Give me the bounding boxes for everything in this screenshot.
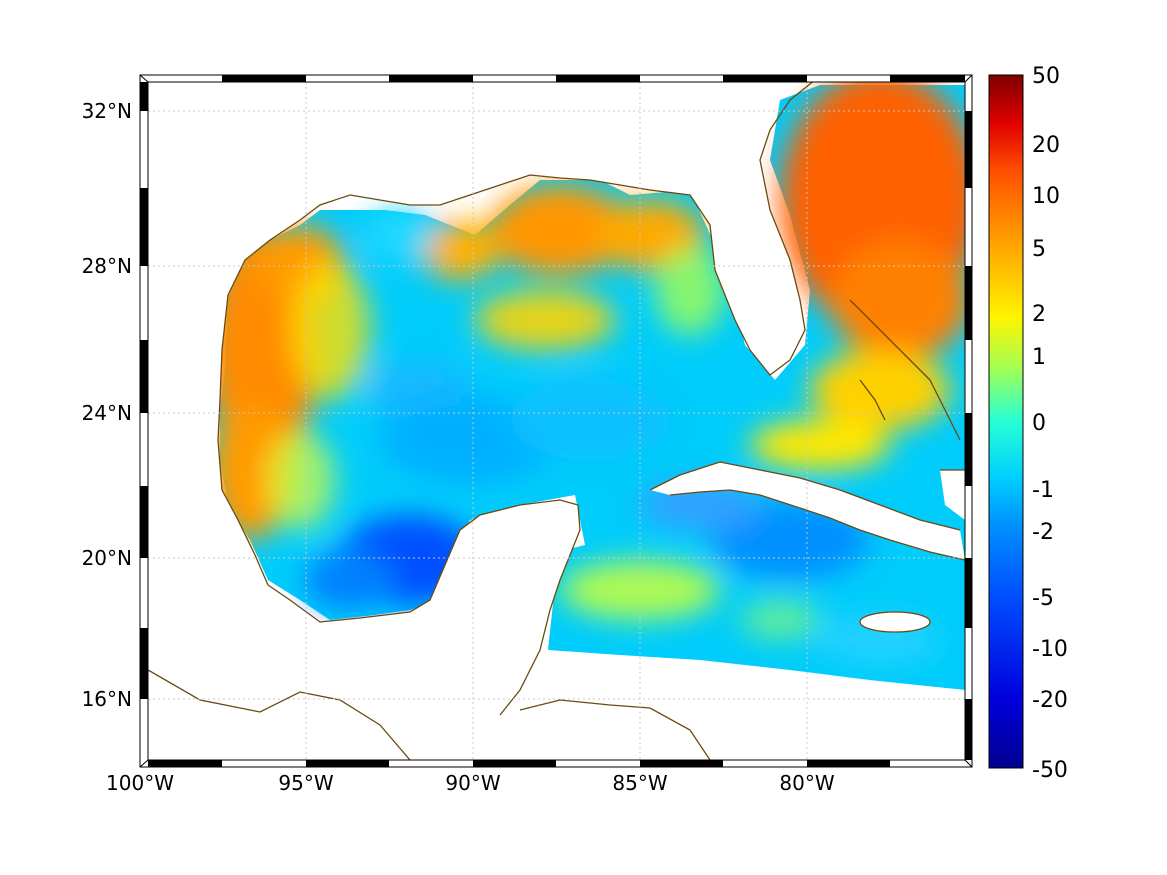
y-tick-20n: 20°N bbox=[82, 546, 132, 570]
cb-tick-20: 20 bbox=[1032, 133, 1060, 158]
cb-tick-neg10: -10 bbox=[1032, 637, 1068, 662]
cb-tick-2: 2 bbox=[1032, 302, 1046, 327]
y-tick-28n: 28°N bbox=[82, 254, 132, 278]
cb-tick-50: 50 bbox=[1032, 64, 1060, 89]
x-tick-85w: 85°W bbox=[612, 771, 667, 795]
x-tick-95w: 95°W bbox=[278, 771, 333, 795]
x-tick-labels: 100°W 95°W 90°W 85°W 80°W bbox=[106, 771, 835, 795]
cb-tick-neg2: -2 bbox=[1032, 520, 1054, 545]
y-tick-labels: 32°N 28°N 24°N 20°N 16°N bbox=[82, 99, 132, 711]
cb-tick-1: 1 bbox=[1032, 345, 1046, 370]
cb-tick-neg5: -5 bbox=[1032, 586, 1054, 611]
y-tick-16n: 16°N bbox=[82, 687, 132, 711]
colorbar-tick-labels: 50 20 10 5 2 1 0 -1 -2 -5 -10 -20 -50 bbox=[1032, 64, 1068, 783]
cb-tick-neg1: -1 bbox=[1032, 478, 1054, 503]
data-field bbox=[148, 82, 965, 760]
field-patches bbox=[207, 82, 965, 665]
x-tick-90w: 90°W bbox=[445, 771, 500, 795]
coastlines bbox=[148, 82, 965, 760]
cb-tick-5: 5 bbox=[1032, 237, 1046, 262]
y-tick-32n: 32°N bbox=[82, 99, 132, 123]
map-frame bbox=[139, 74, 973, 768]
x-tick-100w: 100°W bbox=[106, 771, 174, 795]
gridlines bbox=[148, 82, 965, 760]
cb-tick-0: 0 bbox=[1032, 411, 1046, 436]
cb-tick-10: 10 bbox=[1032, 184, 1060, 209]
land-mask bbox=[148, 82, 965, 760]
colorbar: 50 20 10 5 2 1 0 -1 -2 -5 -10 -20 -50 bbox=[988, 64, 1068, 783]
colorbar-gradient bbox=[988, 74, 1024, 769]
x-tick-80w: 80°W bbox=[779, 771, 834, 795]
y-tick-24n: 24°N bbox=[82, 401, 132, 425]
cb-tick-neg20: -20 bbox=[1032, 688, 1068, 713]
cb-tick-neg50: -50 bbox=[1032, 758, 1068, 783]
